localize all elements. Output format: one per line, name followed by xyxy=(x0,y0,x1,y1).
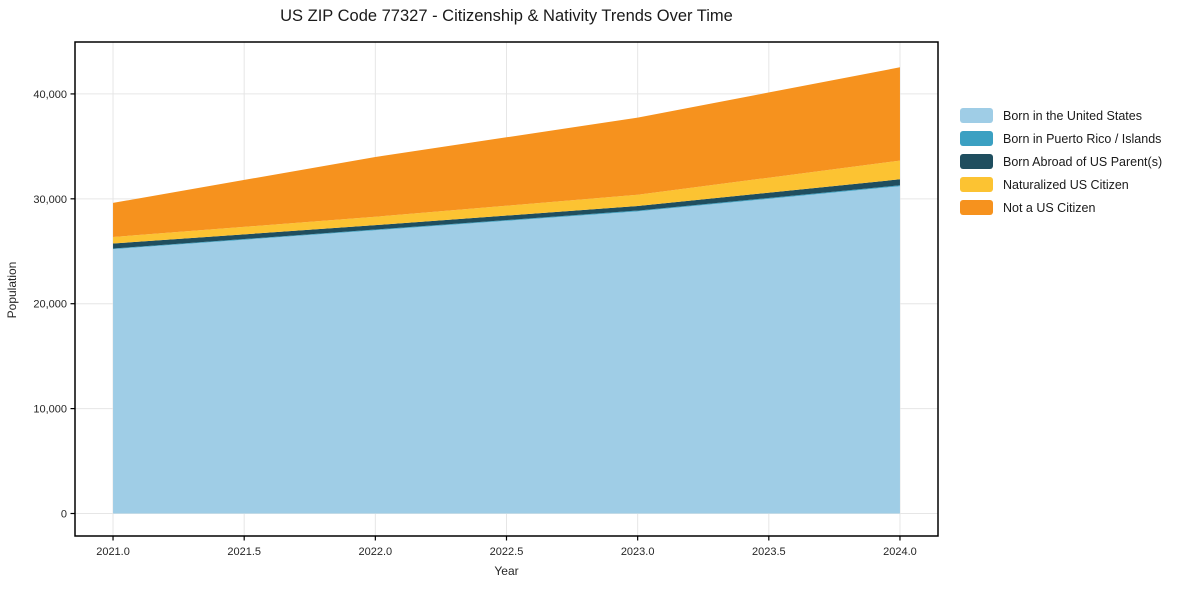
legend-swatch-icon xyxy=(960,131,993,146)
x-axis-label: Year xyxy=(494,564,519,578)
legend-entry: Naturalized US Citizen xyxy=(960,173,1162,196)
y-axis-label: Population xyxy=(5,261,19,319)
x-tick-label: 2021.5 xyxy=(227,546,261,558)
x-tick-label: 2022.5 xyxy=(490,546,524,558)
area-series xyxy=(113,67,900,237)
legend-entry: Born in Puerto Rico / Islands xyxy=(960,127,1162,150)
legend-swatch-icon xyxy=(960,154,993,169)
legend-swatch-icon xyxy=(960,108,993,123)
y-tick-label: 30,000 xyxy=(33,194,67,206)
legend-label: Born in the United States xyxy=(1003,108,1142,123)
area-series xyxy=(113,160,900,244)
legend-label: Not a US Citizen xyxy=(1003,200,1096,215)
legend-swatch-icon xyxy=(960,177,993,192)
x-tick-label: 2021.0 xyxy=(96,546,130,558)
area-series xyxy=(113,179,900,249)
y-tick-label: 0 xyxy=(61,509,67,521)
legend: Born in the United States Born in Puerto… xyxy=(960,104,1162,219)
x-tick-label: 2023.0 xyxy=(621,546,655,558)
area-series xyxy=(113,186,900,514)
legend-label: Born in Puerto Rico / Islands xyxy=(1003,131,1162,146)
legend-label: Born Abroad of US Parent(s) xyxy=(1003,154,1163,169)
x-tick-label: 2022.0 xyxy=(359,546,393,558)
x-tick-label: 2023.5 xyxy=(752,546,786,558)
chart-title: US ZIP Code 77327 - Citizenship & Nativi… xyxy=(280,7,733,25)
legend-label: Naturalized US Citizen xyxy=(1003,177,1129,192)
legend-entry: Born in the United States xyxy=(960,104,1162,127)
y-tick-label: 40,000 xyxy=(33,89,67,101)
y-tick-label: 20,000 xyxy=(33,299,67,311)
legend-swatch-icon xyxy=(960,200,993,215)
y-tick-label: 10,000 xyxy=(33,404,67,416)
legend-entry: Not a US Citizen xyxy=(960,196,1162,219)
legend-entry: Born Abroad of US Parent(s) xyxy=(960,150,1162,173)
x-tick-label: 2024.0 xyxy=(883,546,917,558)
